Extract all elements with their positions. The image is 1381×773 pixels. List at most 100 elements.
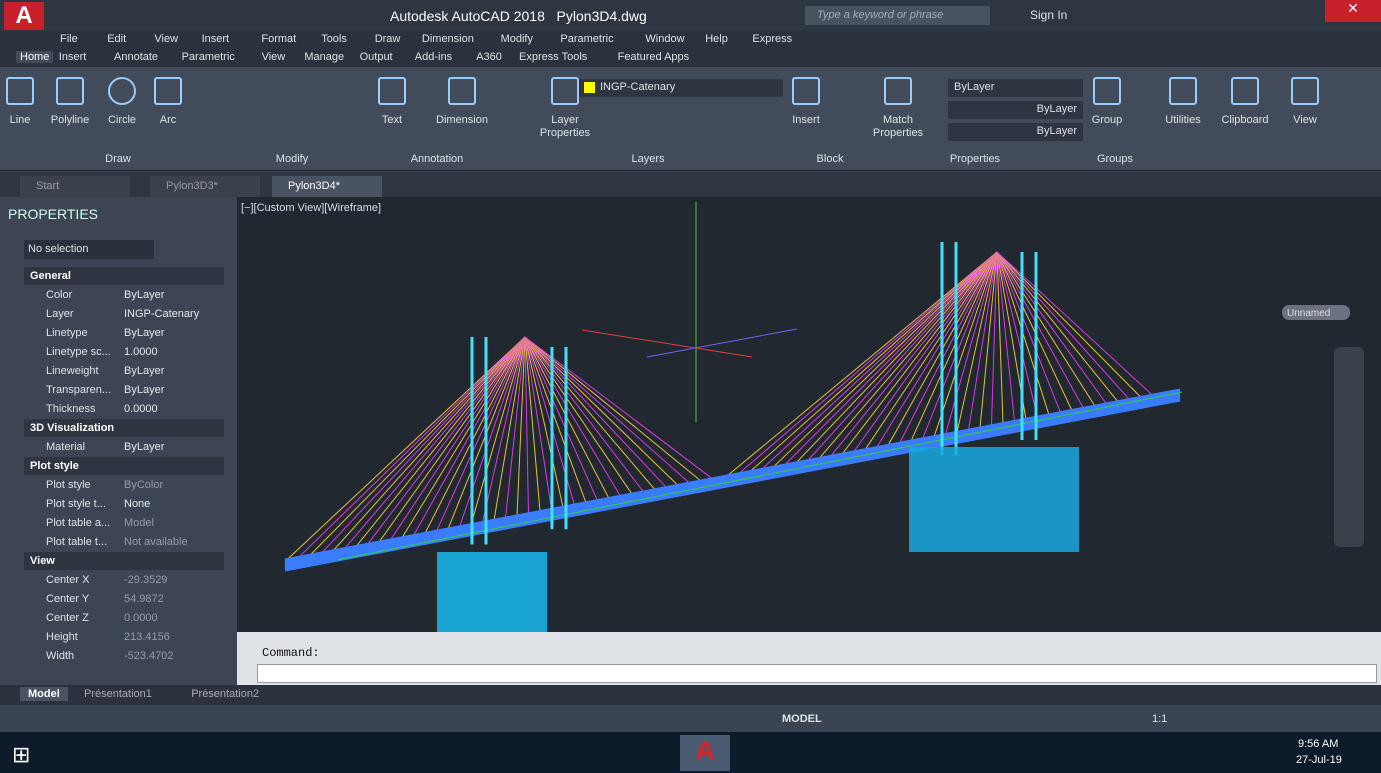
panel-label[interactable]: Draw [105,153,131,165]
ribbon-tab[interactable]: Parametric [181,51,235,63]
cable [524,336,564,508]
ribbon: INGP-Catenary Line Polyline Circle Arc Text D… [0,67,1381,171]
menu-item[interactable]: File [60,33,78,45]
layout-tab[interactable]: Model [20,687,68,701]
property-name: Transparen... [46,384,112,396]
cable [413,336,526,536]
ribbon-tab[interactable]: Add-ins [414,51,453,63]
menu-item[interactable]: Tools [321,33,347,45]
tool-button[interactable]: Group [1091,114,1123,126]
property-name: Center Z [46,612,89,624]
section-header[interactable]: 3D Visualization [24,419,224,437]
ribbon-tab[interactable]: Express Tools [519,51,588,63]
tool-button[interactable]: Utilities [1165,114,1201,126]
layout-tab[interactable]: Présentation2 [191,688,260,700]
view-name-pill[interactable] [1282,305,1350,320]
property-value: -523.4702 [124,650,174,662]
tool-button[interactable]: Clipboard [1221,114,1269,126]
document-tab[interactable]: Start [20,176,130,197]
ribbon-tab[interactable]: View [261,51,286,63]
panel-label[interactable]: Properties [949,153,1001,165]
autocad-task[interactable]: A [680,735,730,771]
document-tab[interactable]: Pylon3D3* [150,176,260,197]
property-value: -29.3529 [124,574,168,586]
panel-label[interactable]: Groups [1096,153,1134,165]
menu-item[interactable]: Insert [201,33,230,45]
model-space[interactable]: MODEL [782,713,822,725]
tool-button[interactable]: Text [381,114,403,126]
cable [378,336,526,543]
search-box[interactable]: Type a keyword or phrase [805,6,990,25]
ribbon-tab[interactable]: Annotate [114,51,159,63]
property-dropdown[interactable]: ByLayer [948,101,1083,119]
taskbar: ⊞ A 9:56 AM 27-Jul-19 [0,732,1381,773]
cable [996,251,1004,424]
menu-item[interactable]: Express [752,33,793,45]
section-header[interactable]: Plot style [24,457,224,475]
tool-icon [792,77,820,105]
tool-button[interactable]: Circle [107,114,137,126]
cable [922,251,998,440]
menu-item[interactable]: Edit [107,33,127,45]
tool-button[interactable]: Match Properties [872,114,924,139]
cable [933,251,998,437]
tool-button[interactable]: View [1293,114,1317,126]
start-button[interactable]: ⊞ [12,742,31,767]
document-tab[interactable]: Pylon3D4* [272,176,382,197]
cable [524,336,587,503]
menu-item[interactable]: Draw [374,33,401,45]
tool-icon [448,77,476,105]
menu-item[interactable]: Help [705,33,728,45]
ribbon-tab[interactable]: A360 [476,51,502,63]
panel-label[interactable]: Block [816,153,844,165]
menu-item[interactable]: Modify [500,33,533,45]
cable [321,336,526,554]
tool-button[interactable]: Insert [792,114,820,126]
menu-item[interactable]: Window [645,33,685,45]
menu-item[interactable]: Dimension [421,33,474,45]
cable [309,336,526,556]
menu-item[interactable]: View [154,33,179,45]
menu-item[interactable]: Format [261,33,297,45]
tool-button[interactable]: Layer Properties [539,114,591,139]
menu-item[interactable]: Parametric [560,33,614,45]
section-header[interactable]: View [24,552,224,570]
section-header[interactable]: General [24,267,224,285]
property-value: ByLayer [124,327,165,339]
panel-label[interactable]: Annotation [410,153,464,165]
panel-label[interactable]: Modify [275,153,309,165]
cable [524,336,598,501]
tool-button[interactable]: Polyline [50,114,90,126]
tool-button[interactable]: Dimension [436,114,488,126]
panel-label[interactable]: Layers [631,153,665,165]
nav-bar[interactable] [1334,347,1364,547]
property-value: ByColor [124,479,164,491]
sign-in[interactable]: Sign In [1030,8,1068,22]
palette-title: PROPERTIES [8,206,98,222]
command-input[interactable] [257,664,1377,683]
property-dropdown[interactable]: ByLayer [948,79,1083,97]
viewport[interactable]: [−][Custom View][Wireframe] Unnamed [237,197,1381,632]
ribbon-tab[interactable]: Output [359,51,393,63]
layout-tab[interactable]: Présentation1 [84,688,152,700]
close-button[interactable]: ✕ [1325,0,1381,22]
ribbon-tab[interactable]: Manage [304,51,345,63]
cable [524,336,621,497]
app-button[interactable]: A [4,2,44,30]
ribbon-tab[interactable]: Home [16,51,54,63]
tool-icon [884,77,912,105]
tool-button[interactable]: Line [9,114,31,126]
annotation-scale[interactable]: 1:1 [1152,713,1168,725]
tool-icon [1231,77,1259,105]
ribbon-tab[interactable]: Featured Apps [617,51,690,63]
layer-dropdown[interactable]: INGP-Catenary [578,79,783,97]
tool-button[interactable]: Arc [159,114,177,126]
tool-icon [378,77,406,105]
tool-icon [1093,77,1121,105]
cable [910,251,998,442]
property-dropdown[interactable]: ByLayer [948,123,1083,141]
view-name: Unnamed [1287,308,1330,319]
ribbon-tab[interactable]: Insert [58,51,87,63]
selection-dropdown[interactable]: No selection [24,240,154,259]
cable [945,251,998,435]
